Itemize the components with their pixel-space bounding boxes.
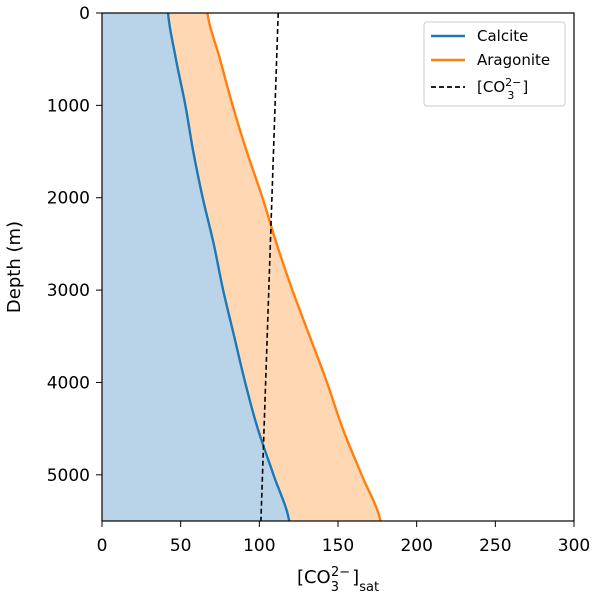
y-tick-label-4000: 4000: [47, 373, 90, 393]
x-tick-label-250: 250: [479, 536, 511, 556]
y-tick-label-2000: 2000: [47, 189, 90, 209]
carbonate-line: [260, 12, 280, 522]
calcite-fill: [102, 13, 290, 521]
y-tick-label-3000: 3000: [47, 281, 90, 301]
x-tick-label-200: 200: [400, 536, 432, 556]
y-tick-label-1000: 1000: [47, 96, 90, 116]
x-axis: 0 50 100 150 200 250 300: [97, 521, 590, 556]
legend-box: [423, 21, 566, 107]
legend: Calcite Aragonite [CO2− 3]: [423, 21, 566, 107]
y-axis: 0 1000 2000 3000 4000 5000: [47, 4, 102, 486]
aragonite-fill: [168, 13, 381, 521]
x-axis-label: [CO32−]sat: [297, 565, 379, 595]
x-tick-label-300: 300: [558, 536, 590, 556]
aragonite-line: [206, 12, 382, 522]
x-tick-label-50: 50: [170, 536, 192, 556]
series-layer: [166, 12, 382, 522]
fill-layer: [102, 13, 381, 521]
y-axis-label: Depth (m): [4, 221, 25, 313]
x-tick-label-100: 100: [243, 536, 275, 556]
y-tick-label-5000: 5000: [47, 466, 90, 486]
legend-label-carbonate: [CO2− 3]: [477, 76, 528, 102]
x-tick-label-150: 150: [322, 536, 354, 556]
legend-label-aragonite: Aragonite: [477, 51, 550, 69]
legend-label-calcite: Calcite: [477, 27, 528, 45]
calcite-line: [166, 12, 291, 522]
x-tick-label-0: 0: [97, 536, 108, 556]
y-tick-label-0: 0: [79, 4, 90, 24]
